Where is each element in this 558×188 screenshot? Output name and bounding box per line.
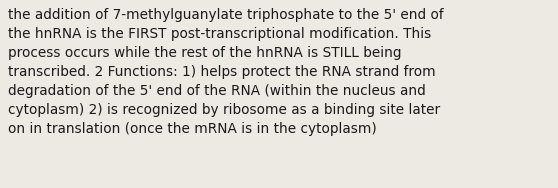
- Text: the addition of 7-methylguanylate triphosphate to the 5' end of
the hnRNA is the: the addition of 7-methylguanylate tripho…: [8, 8, 444, 136]
